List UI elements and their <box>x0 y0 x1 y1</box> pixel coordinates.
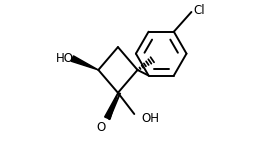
Polygon shape <box>105 93 118 119</box>
Polygon shape <box>71 56 98 70</box>
Text: HO: HO <box>56 52 74 65</box>
Text: OH: OH <box>141 112 160 125</box>
Text: O: O <box>96 121 105 134</box>
Text: Cl: Cl <box>193 4 205 17</box>
